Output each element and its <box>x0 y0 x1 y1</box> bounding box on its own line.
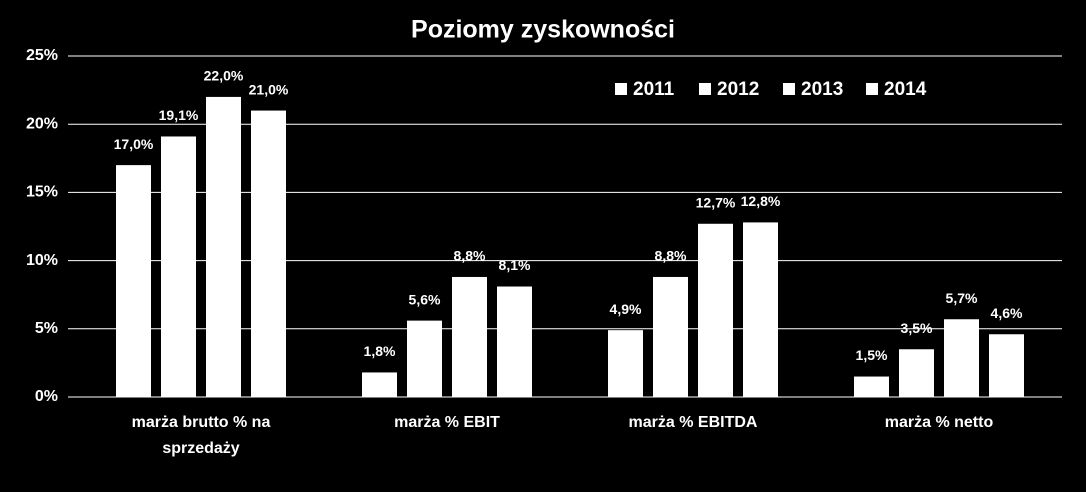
bar <box>251 110 286 397</box>
x-tick-label: marża % EBIT <box>394 414 500 431</box>
value-label: 8,1% <box>499 257 531 273</box>
legend-label: 2014 <box>884 79 927 100</box>
value-label: 12,8% <box>741 193 781 209</box>
legend-swatch <box>699 83 711 95</box>
x-tick-label: marża % netto <box>884 414 994 431</box>
value-label: 3,5% <box>901 320 933 336</box>
bar <box>653 276 688 397</box>
value-label: 19,1% <box>159 107 199 123</box>
bar <box>743 222 778 397</box>
legend-label: 2011 <box>633 79 675 100</box>
value-label: 22,0% <box>204 68 244 84</box>
y-tick-label: 15% <box>26 184 58 201</box>
bar <box>854 376 889 397</box>
value-label: 4,6% <box>991 305 1023 321</box>
value-label: 1,5% <box>856 347 888 363</box>
value-label: 5,7% <box>946 290 978 306</box>
chart-title: Poziomy zyskowności <box>411 16 675 44</box>
x-tick-label: marża % EBITDA <box>628 414 758 431</box>
value-label: 8,8% <box>655 248 687 264</box>
bar <box>452 276 487 397</box>
bar <box>206 96 241 398</box>
y-tick-label: 10% <box>26 252 58 269</box>
x-tick-label: marża brutto % na sprzedaży <box>131 414 271 457</box>
y-tick-label: 0% <box>35 388 58 405</box>
value-label: 21,0% <box>249 81 289 97</box>
bar <box>944 319 979 397</box>
legend-swatch <box>783 83 795 95</box>
bar <box>608 330 643 397</box>
bar <box>116 165 151 397</box>
legend-swatch <box>615 83 627 95</box>
legend-label: 2012 <box>717 79 759 100</box>
legend-swatch <box>866 83 878 95</box>
y-tick-label: 25% <box>26 47 58 64</box>
value-label: 8,8% <box>454 248 486 264</box>
bar <box>161 136 196 397</box>
bar <box>989 334 1024 397</box>
y-tick-label: 5% <box>35 320 58 337</box>
value-label: 5,6% <box>409 291 441 307</box>
value-label: 4,9% <box>610 301 642 317</box>
value-label: 1,8% <box>364 343 396 359</box>
bar <box>698 223 733 397</box>
bar <box>362 372 397 397</box>
value-label: 17,0% <box>114 136 154 152</box>
value-label: 12,7% <box>696 194 736 210</box>
legend-label: 2013 <box>801 79 843 100</box>
y-tick-label: 20% <box>26 115 58 132</box>
bar <box>407 320 442 397</box>
bar <box>899 349 934 397</box>
bar <box>497 286 532 397</box>
